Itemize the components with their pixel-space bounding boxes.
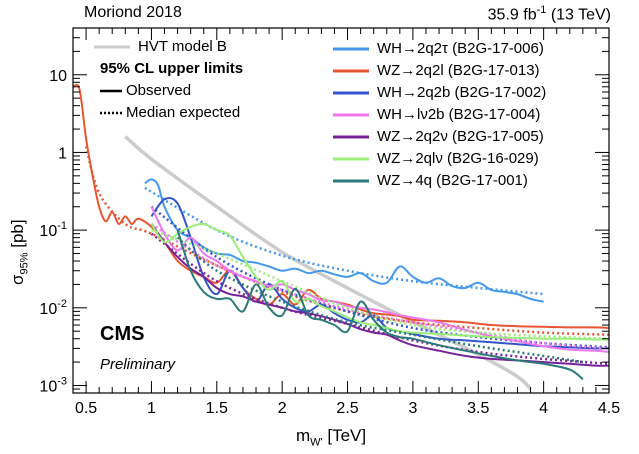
- legend-label: WZ→2qlν (B2G-16-029): [377, 150, 539, 167]
- legend-item-wz-2q2l-b2g-17-013: WZ→2q2l (B2G-17-013): [333, 60, 546, 82]
- legend-item-wh-2q2-b2g-17-006: WH→2q2τ (B2G-17-006): [333, 38, 546, 60]
- legend-heading: 95% CL upper limits: [100, 60, 244, 77]
- legend-swatch: [333, 69, 369, 73]
- hvt-model-line: [124, 135, 532, 391]
- x-tick-label: 2.5: [336, 400, 358, 417]
- y-axis-label-main: σ: [8, 274, 27, 286]
- x-tick-label: 4.5: [598, 400, 620, 417]
- x-tick-label: 3: [408, 400, 417, 417]
- expected-line-wz-4q-b2g-17-001: [176, 236, 584, 364]
- y-tick-label: 10-1: [39, 220, 67, 240]
- legend-label-hvt: HVT model B: [138, 38, 227, 55]
- legend-item-hvt: HVT model B: [94, 36, 243, 58]
- luminosity-label: 35.9 fb-1 (13 TeV): [488, 4, 611, 24]
- legend-swatch: [333, 113, 369, 117]
- observed-line-wz-4q-b2g-17-001: [176, 229, 584, 381]
- y-axis-label: σ95% [pb]: [8, 219, 30, 285]
- experiment-label: CMS: [100, 323, 145, 345]
- expected-line-wz-2ql-b2g-16-029: [150, 228, 609, 340]
- legend-item-wh-l-2b-b2g-17-004: WH→lν2b (B2G-17-004): [333, 104, 546, 126]
- legend-item-wz-2q2-b2g-17-005: WZ→2q2ν (B2G-17-005): [333, 126, 546, 148]
- legend-swatch: [333, 179, 369, 183]
- legend-swatch-expected: [100, 111, 122, 115]
- legend-style: HVT model B 95% CL upper limits Observed…: [94, 36, 243, 124]
- legend-swatch-observed: [100, 89, 122, 93]
- y-tick-label: 10-2: [39, 298, 67, 318]
- observed-line-wh-2q2b-b2g-17-002: [150, 196, 609, 350]
- legend-item-wh-2q2b-b2g-17-002: WH→2q2b (B2G-17-002): [333, 82, 546, 104]
- legend-label: WZ→2q2l (B2G-17-013): [377, 62, 540, 79]
- x-axis-label-sub: W': [310, 436, 323, 449]
- x-tick-label: 4: [539, 400, 548, 417]
- legend-item-observed: Observed: [94, 80, 243, 102]
- legend-item-wz-2ql-b2g-16-029: WZ→2qlν (B2G-16-029): [333, 148, 546, 170]
- lumi-exponent: -1: [536, 4, 547, 16]
- legend-label: WH→2q2b (B2G-17-002): [377, 84, 547, 101]
- expected-line-wh-2q2b-b2g-17-002: [150, 205, 609, 349]
- legend-swatch-hvt: [94, 45, 130, 49]
- status-label: Preliminary: [100, 356, 176, 373]
- legend-swatch: [333, 91, 369, 95]
- y-tick-label: 10-3: [39, 375, 67, 395]
- x-axis-label-unit: [TeV]: [322, 426, 367, 445]
- header-label: Moriond 2018: [84, 4, 182, 21]
- x-axis-label: mW' [TeV]: [296, 426, 366, 448]
- x-tick-label: 2: [278, 400, 287, 417]
- lumi-energy: (13 TeV): [546, 6, 611, 24]
- y-tick-label: 1: [58, 145, 67, 162]
- observed-line-wz-2ql-b2g-16-029: [150, 222, 609, 341]
- y-tick-label: 10: [49, 68, 67, 85]
- legend-swatch: [333, 157, 369, 161]
- header-left-text: Moriond 2018: [84, 4, 182, 22]
- lumi-value: 35.9 fb: [487, 6, 537, 24]
- legend-label-observed: Observed: [126, 82, 192, 99]
- legend-item-wz-4q-b2g-17-001: WZ→4q (B2G-17-001): [333, 170, 546, 192]
- legend-swatch: [333, 135, 369, 139]
- expected-line-wz-2q2-b2g-17-005: [150, 232, 609, 366]
- legend-label: WH→2q2τ (B2G-17-006): [377, 40, 544, 57]
- x-tick-label: 1: [147, 400, 156, 417]
- legend-item-expected: Median expected: [94, 102, 243, 124]
- expected-line-wh-2q2-b2g-17-006: [144, 186, 544, 296]
- y-axis-label-sub: 95%: [18, 252, 31, 275]
- legend-label: WZ→4q (B2G-17-001): [377, 172, 528, 189]
- x-tick-label: 3.5: [467, 400, 489, 417]
- x-axis-label-main: m: [296, 426, 311, 445]
- legend-channels: WH→2q2τ (B2G-17-006) WZ→2q2l (B2G-17-013)…: [333, 38, 546, 192]
- legend-label: WZ→2q2ν (B2G-17-005): [377, 128, 544, 145]
- x-tick-label: 1.5: [206, 400, 228, 417]
- observed-line-wz-2q2-b2g-17-005: [150, 223, 609, 367]
- legend-label-expected: Median expected: [126, 104, 241, 121]
- x-tick-label: 0.5: [75, 400, 97, 417]
- plot-frame: [72, 27, 610, 394]
- y-axis-label-unit: [pb]: [8, 219, 27, 253]
- legend-label: WH→lν2b (B2G-17-004): [377, 106, 541, 123]
- legend-swatch: [333, 47, 369, 51]
